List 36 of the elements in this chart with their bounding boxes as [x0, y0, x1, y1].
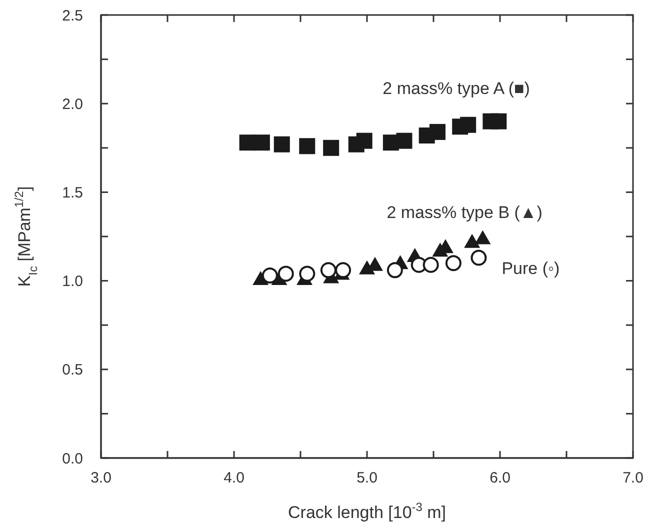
point [299, 138, 316, 154]
point [299, 266, 316, 282]
x-axis-title: Crack length [10$^{-3}$ m] [288, 500, 446, 522]
point [460, 116, 476, 133]
point [386, 262, 403, 278]
point [320, 262, 336, 278]
x-tick-label: 6.0 [490, 470, 510, 487]
series-label: Pure (◦) [502, 259, 560, 278]
point [274, 136, 290, 152]
y-tick-label: 2.5 [62, 7, 83, 24]
point [490, 113, 507, 130]
point [239, 134, 256, 151]
y-tick-label: 0.0 [62, 450, 83, 468]
x-tick-label: 4.0 [224, 470, 244, 487]
point [464, 234, 480, 248]
point [335, 262, 352, 278]
point [445, 255, 462, 272]
point [474, 230, 491, 244]
series-label: 2 mass% type B (▲) [386, 202, 542, 222]
point [323, 140, 340, 156]
y-tick-label: 0.5 [62, 362, 83, 379]
point [422, 256, 439, 273]
x-tick-label: 3.0 [90, 470, 112, 487]
point [278, 266, 294, 282]
point [470, 250, 487, 266]
x-tick-label: 5.0 [356, 470, 378, 487]
point [262, 267, 278, 284]
y-tick-label: 1.5 [62, 184, 83, 202]
point [429, 124, 446, 140]
point [356, 132, 372, 149]
y-tick-label: 2.0 [62, 96, 83, 113]
point [254, 134, 270, 151]
series-label: 2 mass% type A (■) [382, 78, 530, 98]
x-tick-label: 7.0 [622, 470, 644, 487]
point [396, 132, 412, 149]
y-tick-label: 1.0 [62, 273, 83, 290]
